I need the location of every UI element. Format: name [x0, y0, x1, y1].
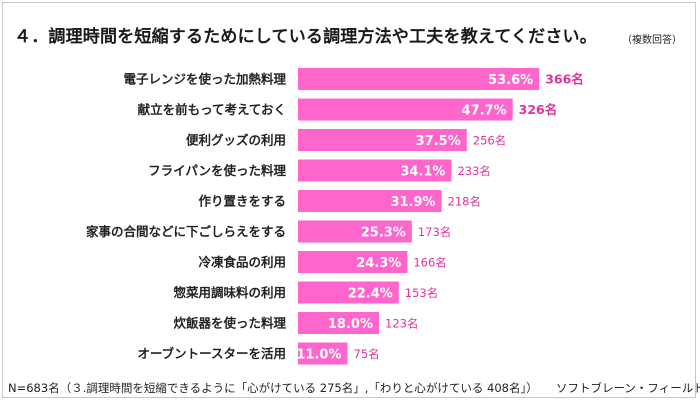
category-label: 冷凍食品の利用	[198, 255, 286, 270]
category-label: 便利グッズの利用	[186, 133, 286, 148]
bar	[298, 312, 379, 334]
percent-label: 53.6%	[488, 73, 533, 88]
category-label: 作り置きをする	[198, 194, 286, 209]
bar	[298, 281, 399, 304]
count-label: 366名	[545, 72, 584, 87]
multiple-answer-note: （複数回答）	[622, 35, 682, 46]
bar	[298, 129, 467, 151]
percent-label: 22.4%	[348, 287, 393, 302]
count-label: 233名	[457, 164, 490, 178]
count-labels: 366名 326名 256名 233名 218名 173名 166名 153名 123名 75名	[354, 72, 584, 362]
percent-label: 18.0%	[328, 317, 373, 332]
bars	[298, 68, 540, 365]
category-label: 惣菜用調味料の利用	[173, 285, 286, 300]
bar	[298, 220, 412, 243]
bar	[298, 190, 442, 212]
chart-frame	[2, 2, 696, 398]
count-label: 326名	[519, 102, 558, 117]
count-label: 173名	[418, 225, 451, 239]
percent-label: 34.1%	[400, 165, 445, 180]
count-label: 166名	[413, 256, 446, 270]
bar	[298, 68, 540, 90]
count-label: 153名	[405, 286, 438, 300]
percent-label: 47.7%	[462, 104, 507, 119]
category-label: フライパンを使った料理	[148, 163, 286, 178]
category-label: 献立を前もって考えておく	[138, 102, 286, 117]
bar	[298, 251, 408, 273]
category-label: 炊飯器を使った料理	[173, 316, 286, 331]
bar	[298, 98, 513, 121]
count-label: 218名	[448, 195, 481, 209]
percent-labels: 53.6% 47.7%37.5% 34.1% 31.9% 25.3% 24.3% 22.4%…	[296, 73, 533, 363]
percent-label: 37.5%	[416, 134, 461, 149]
count-label: 75名	[354, 347, 380, 361]
footnote: N=683名（３.調理時間を短縮できるように「心がけている 275名」,「わりと…	[8, 381, 538, 395]
percent-label: 24.3%	[356, 256, 401, 271]
source-credit: ソフトブレーン・フィールド調べ	[556, 381, 700, 395]
category-label: 電子レンジを使った加熱料理	[123, 72, 286, 87]
category-labels: 電子レンジを使った加熱料理献立を前もって考えておく便利グッズの利用フライパンを使…	[86, 72, 287, 362]
bar	[298, 159, 452, 182]
chart-title: ４．調理時間を短縮するためにしている調理方法や工夫を教えてください。	[14, 27, 597, 47]
bar	[298, 342, 348, 365]
percent-label: 31.9%	[390, 195, 435, 210]
count-label: 256名	[473, 134, 506, 148]
category-label: オーブントースターを活用	[137, 346, 286, 361]
count-label: 123名	[385, 317, 418, 331]
category-label: 家事の合間などに下ごしらえをする	[86, 224, 286, 239]
percent-label: 25.3%	[361, 226, 406, 241]
percent-label: 11.0%	[296, 348, 341, 363]
